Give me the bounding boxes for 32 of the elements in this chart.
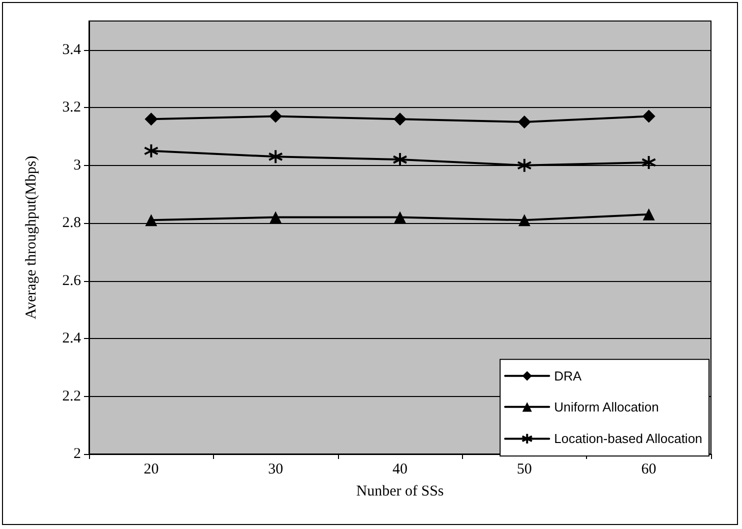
y-tick-label: 3 [74, 157, 81, 174]
point [518, 214, 530, 226]
y-tick-label: 2.8 [62, 215, 81, 232]
legend-label: Uniform Allocation [554, 399, 659, 414]
point [394, 211, 406, 224]
point [268, 149, 284, 164]
legend-label: Location-based Allocation [554, 431, 702, 446]
x-tick-label: 60 [641, 462, 656, 478]
point [144, 143, 159, 158]
x-tick-label: 50 [516, 462, 532, 478]
x-tick-label: 40 [392, 462, 408, 478]
y-tick-label: 2.4 [62, 330, 82, 347]
x-tick-label: 30 [268, 462, 284, 478]
point [144, 112, 158, 126]
y-tick-label: 3.4 [62, 42, 82, 58]
point [145, 214, 158, 226]
point [269, 110, 282, 123]
y-tick-label: 3.2 [62, 100, 81, 116]
y-axis-title: Average throughput(Mbps) [24, 156, 40, 320]
x-tick-label: 20 [144, 462, 159, 478]
legend-label: DRA [554, 368, 582, 384]
point [270, 211, 282, 224]
point [641, 154, 656, 170]
point [518, 116, 531, 129]
point [642, 208, 655, 220]
x-axis-title: Nunber of SSs [356, 484, 444, 500]
point [516, 158, 532, 173]
y-tick-label: 2 [74, 446, 81, 462]
y-tick-label: 2.6 [62, 272, 82, 289]
y-tick-label: 2.2 [62, 388, 81, 404]
point [642, 110, 656, 123]
point [394, 112, 406, 126]
